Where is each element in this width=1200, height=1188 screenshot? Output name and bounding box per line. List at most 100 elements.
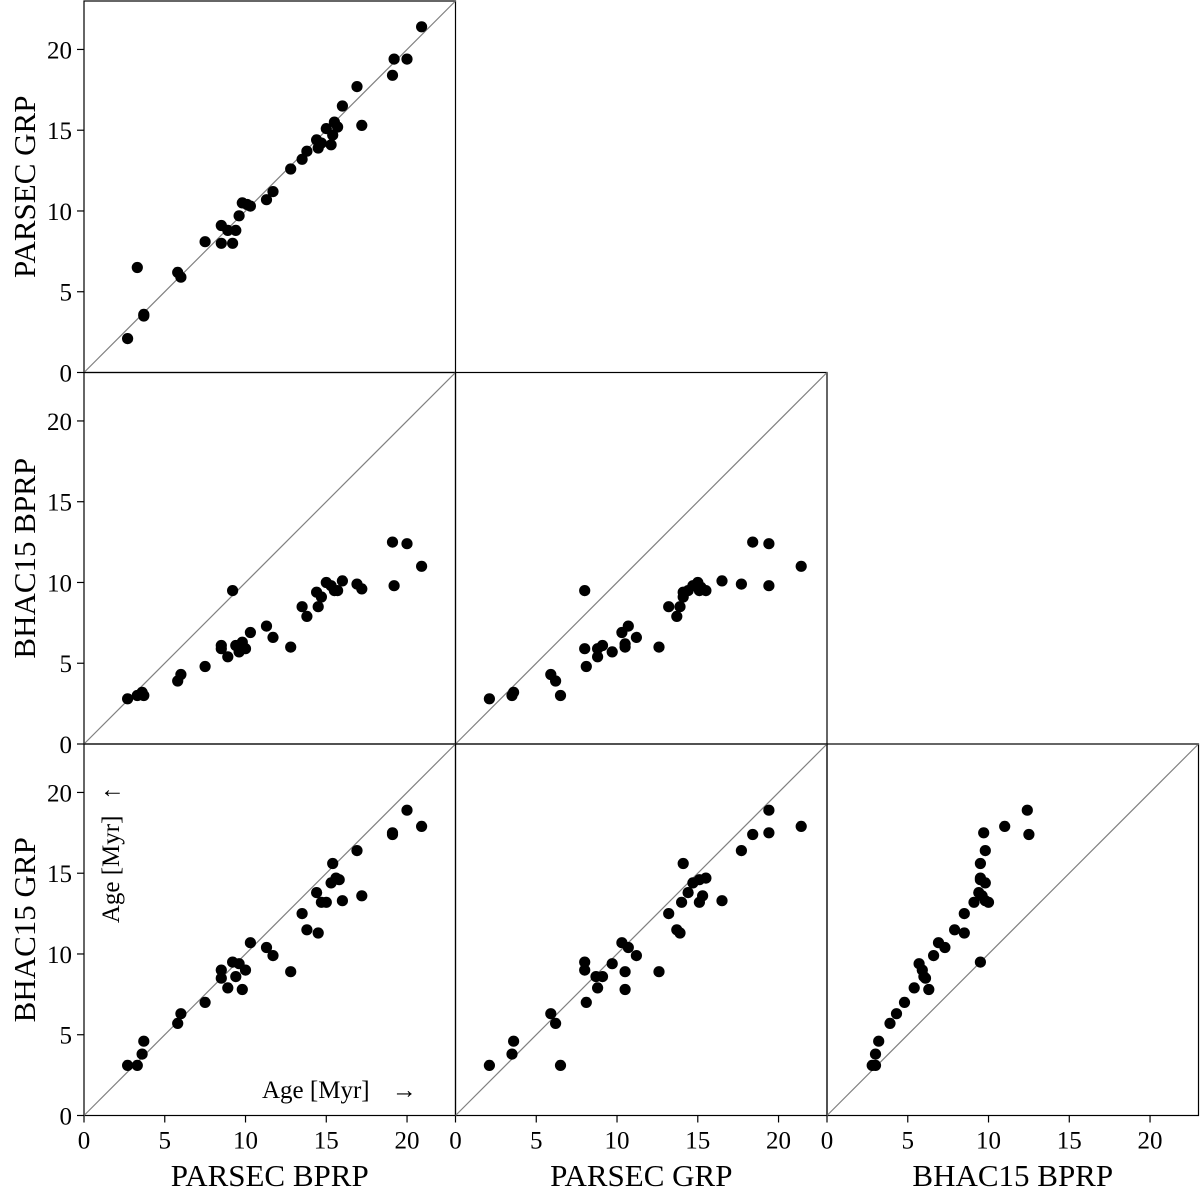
panel-bhac15-bprp-vs-parsec-grp xyxy=(454,371,828,745)
data-point xyxy=(401,804,413,816)
data-point xyxy=(630,950,643,962)
data-point xyxy=(296,153,308,165)
age-y-annotation-text: Age [Myr] xyxy=(98,816,125,924)
data-point xyxy=(386,828,399,841)
data-point xyxy=(763,827,775,839)
data-point xyxy=(244,200,256,212)
data-point xyxy=(507,686,520,698)
data-point xyxy=(239,643,252,655)
data-point xyxy=(296,601,308,613)
data-point xyxy=(386,536,399,548)
data-point xyxy=(735,845,748,857)
x-tick-label: 20 xyxy=(1138,1128,1163,1155)
data-point xyxy=(199,236,211,248)
data-point xyxy=(606,958,618,970)
data-point xyxy=(974,956,987,968)
x-tick-label: 5 xyxy=(902,1128,915,1155)
y-tick-label: 10 xyxy=(47,199,72,226)
data-point xyxy=(506,1048,518,1060)
y-tick-label: 15 xyxy=(47,861,72,888)
x-tick-label: 5 xyxy=(159,1128,172,1155)
data-point xyxy=(763,804,775,816)
data-point xyxy=(236,983,248,996)
x-tick-label: 15 xyxy=(685,1128,710,1155)
x-axis-label-bhac15-bprp: BHAC15 BPRP xyxy=(912,1158,1113,1188)
data-point xyxy=(388,580,400,592)
panels-layer: 0 5 10 15 20 0 5 10 15 20 0 5 10 15 20 0 5 10 15 20 0 5 10 15 20… xyxy=(47,0,1200,1155)
data-point xyxy=(716,895,728,907)
data-point xyxy=(336,895,348,907)
data-point xyxy=(138,1035,150,1047)
x-tick-label: 10 xyxy=(233,1128,258,1155)
data-point xyxy=(908,982,920,994)
x-tick-label: 5 xyxy=(530,1128,543,1155)
data-point xyxy=(735,578,748,590)
y-tick-label: 0 xyxy=(60,361,73,388)
data-point xyxy=(763,580,775,592)
data-point xyxy=(230,971,242,983)
data-point xyxy=(296,908,308,920)
data-point xyxy=(619,638,631,650)
y-tick-label: 5 xyxy=(60,1023,73,1050)
arrow-up-icon: ↑ xyxy=(98,787,125,800)
data-point xyxy=(136,1048,148,1060)
data-point xyxy=(311,887,323,899)
y-tick-label: 10 xyxy=(47,570,72,597)
one-to-one-line xyxy=(83,372,456,745)
x-axis-label-parsec-bprp: PARSEC BPRP xyxy=(171,1158,369,1188)
one-to-one-line xyxy=(455,372,828,745)
data-point xyxy=(606,646,618,658)
y-tick-label: 15 xyxy=(47,490,72,517)
data-point xyxy=(580,660,592,673)
data-point xyxy=(579,964,591,976)
x-tick-label: 20 xyxy=(395,1128,420,1155)
age-x-annotation: Age [Myr] → xyxy=(262,1077,417,1104)
data-point xyxy=(227,237,239,249)
y-tick-label: 5 xyxy=(60,280,73,307)
data-point xyxy=(260,941,273,954)
data-point xyxy=(700,872,712,884)
one-to-one-line xyxy=(455,743,828,1116)
one-to-one-line xyxy=(83,743,456,1116)
data-point xyxy=(122,333,134,345)
data-point xyxy=(873,1035,885,1047)
data-point xyxy=(222,224,234,236)
y-axis-label-bhac15-grp: BHAC15 GRP xyxy=(7,837,42,1022)
data-point xyxy=(630,631,643,644)
data-point xyxy=(653,641,665,653)
data-point xyxy=(386,69,399,81)
data-point xyxy=(592,651,604,663)
data-point xyxy=(795,560,807,572)
data-point xyxy=(545,1008,557,1020)
data-point xyxy=(890,1008,903,1020)
data-point xyxy=(676,896,688,908)
data-point xyxy=(550,1017,562,1029)
data-point xyxy=(122,693,134,705)
data-point xyxy=(267,631,279,644)
data-point xyxy=(674,927,686,939)
data-point xyxy=(923,983,935,996)
data-point xyxy=(312,601,324,613)
data-point xyxy=(332,121,344,133)
y-tick-label: 0 xyxy=(60,732,73,759)
data-point xyxy=(671,610,683,623)
data-point xyxy=(554,1059,567,1071)
data-point xyxy=(332,585,344,597)
data-point xyxy=(982,896,995,908)
data-point xyxy=(260,194,273,206)
data-point xyxy=(131,1059,143,1071)
x-tick-label: 10 xyxy=(976,1128,1001,1155)
data-point xyxy=(239,964,252,976)
data-point xyxy=(958,927,970,939)
data-point xyxy=(199,996,211,1009)
data-point xyxy=(716,575,728,587)
data-point xyxy=(622,620,634,632)
data-point xyxy=(175,271,187,283)
data-point xyxy=(215,964,227,976)
data-point xyxy=(336,100,348,112)
data-point xyxy=(579,643,591,655)
data-point xyxy=(579,956,591,968)
data-point xyxy=(596,639,609,652)
data-point xyxy=(747,828,759,841)
data-point xyxy=(285,966,297,978)
